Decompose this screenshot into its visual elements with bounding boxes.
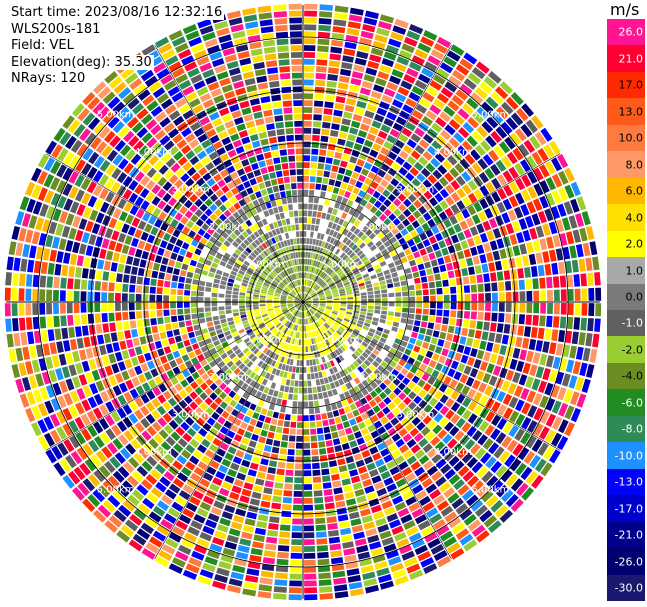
gate-group xyxy=(19,24,591,586)
range-label: 3.00km xyxy=(172,409,210,420)
range-rings xyxy=(37,36,569,568)
gate-group xyxy=(13,3,598,585)
range-label: 4.00km xyxy=(434,147,472,158)
colorbar-segment: 1.0 xyxy=(607,257,645,285)
colorbar-tick-label: 6.0 xyxy=(625,184,644,198)
colorbar-segment: 13.0 xyxy=(607,98,645,126)
colorbar-segment: 0.0 xyxy=(607,283,645,311)
colorbar-tick-label: 2.0 xyxy=(625,237,644,251)
range-ring xyxy=(143,142,463,462)
colorbar-tick-label: -8.0 xyxy=(621,422,643,436)
azimuth-spoke xyxy=(154,44,304,303)
colorbar-tick-label: -2.0 xyxy=(621,343,643,357)
colorbar-segment: 4.0 xyxy=(607,204,645,232)
ppi-scan: 1.00km 1.00km 1.00km 1.00km 2.00km 2.00km 2.00… xyxy=(4,3,602,601)
azimuth-spoke xyxy=(302,301,452,560)
colorbar-unit: m/s xyxy=(610,0,640,19)
colorbar-tick-label: -4.0 xyxy=(621,369,643,383)
colorbar-segment: -6.0 xyxy=(607,389,645,417)
range-labels: 1.00km 1.00km 1.00km 1.00km 2.00km 2.00km 2.00… xyxy=(97,110,510,496)
range-ring xyxy=(196,195,410,409)
range-label: 3.00km xyxy=(396,185,434,196)
range-label: 1.00km xyxy=(322,335,360,346)
colorbar-tick-label: 26.0 xyxy=(618,25,644,39)
colorbar-segment: -10.0 xyxy=(607,442,645,470)
colorbar-segment: -17.0 xyxy=(607,495,645,523)
azimuth-spoke xyxy=(45,301,304,451)
range-label: 5.00km xyxy=(471,484,509,495)
colorbar-segment: -30.0 xyxy=(607,574,645,602)
azimuth-spoke xyxy=(302,153,561,303)
range-label: 5.00km xyxy=(97,484,135,495)
range-ring xyxy=(37,36,569,568)
range-ring xyxy=(90,89,516,515)
azimuth-spoke xyxy=(154,301,304,560)
colorbar-tick-label: 10.0 xyxy=(618,131,644,145)
colorbar-segment: -21.0 xyxy=(607,521,645,549)
range-label: 4.00km xyxy=(134,447,172,458)
range-ring xyxy=(249,248,357,356)
range-label: 2.00km xyxy=(209,372,247,383)
colorbar-tick-label: -13.0 xyxy=(614,475,643,489)
range-label: 4.00km xyxy=(134,147,172,158)
start-time-label: Start time: 2023/08/16 12:32:16 xyxy=(11,5,225,20)
colorbar-tick-label: -6.0 xyxy=(621,396,643,410)
range-label: 4.00km xyxy=(434,447,472,458)
colorbar-segment: 6.0 xyxy=(607,177,645,205)
range-label: 2.00km xyxy=(359,372,397,383)
colorbar-tick-label: 4.0 xyxy=(625,211,644,225)
colorbar-tick-label: 17.0 xyxy=(618,78,644,92)
range-label: 1.00km xyxy=(322,260,360,271)
nrays-label: NRays: 120 xyxy=(11,71,88,86)
colorbar-tick-label: 0.0 xyxy=(625,290,644,304)
colorbar-segment: 2.0 xyxy=(607,230,645,258)
azimuth-spokes xyxy=(6,5,600,599)
colorbar-segment: -13.0 xyxy=(607,468,645,496)
scan-info: Start time: 2023/08/16 12:32:16 WLS200s-… xyxy=(11,5,225,88)
colorbar-tick-label: -10.0 xyxy=(614,449,643,463)
gate-group xyxy=(5,19,593,593)
colorbar-segment: 17.0 xyxy=(607,71,645,99)
colorbar-tick-label: 13.0 xyxy=(618,105,644,119)
colorbar-tick-label: -21.0 xyxy=(614,528,643,542)
range-label: 2.00km xyxy=(209,222,247,233)
range-label: 5.00km xyxy=(97,110,135,121)
colorbar-tick-label: -1.0 xyxy=(621,316,643,330)
colorbar-segment: 10.0 xyxy=(607,124,645,152)
colorbar-tick-label: 8.0 xyxy=(625,158,644,172)
colorbar-segment: -2.0 xyxy=(607,336,645,364)
colorbar-tick-label: -30.0 xyxy=(614,581,643,595)
colorbar-segment: 21.0 xyxy=(607,45,645,73)
gate-group xyxy=(21,17,594,587)
elevation-label: Elevation(deg): 35.30 xyxy=(11,54,154,70)
azimuth-spoke xyxy=(302,301,561,451)
colorbar-tick-label: -17.0 xyxy=(614,502,643,516)
colorbar-segment: -4.0 xyxy=(607,362,645,390)
gate-group xyxy=(6,5,602,597)
range-label: 3.00km xyxy=(172,185,210,196)
colorbar-tick-label: 1.0 xyxy=(625,264,644,278)
colorbar-segment: -1.0 xyxy=(607,310,645,337)
station-label: WLS200s-181 xyxy=(11,21,103,37)
velocity-colorbar: 26.0 21.0 17.0 13.0 10.0 8.0 6.0 4.0 2.0 1.0 0.0 -1… xyxy=(607,19,645,602)
colorbar-segment: 26.0 xyxy=(607,19,645,46)
colorbar-tick-label: -26.0 xyxy=(614,555,643,569)
colorbar-segment: -8.0 xyxy=(607,415,645,443)
field-label: Field: VEL xyxy=(11,38,76,53)
range-label: 1.00km xyxy=(247,260,285,271)
colorbar-segment: -26.0 xyxy=(607,548,645,576)
range-label: 5.00km xyxy=(471,110,509,121)
range-label: 3.00km xyxy=(396,409,434,420)
azimuth-spoke xyxy=(45,153,304,303)
azimuth-spoke xyxy=(302,44,452,303)
range-label: 1.00km xyxy=(247,335,285,346)
colorbar-segment: 8.0 xyxy=(607,151,645,179)
range-label: 2.00km xyxy=(359,222,397,233)
colorbar-tick-label: 21.0 xyxy=(618,52,644,66)
